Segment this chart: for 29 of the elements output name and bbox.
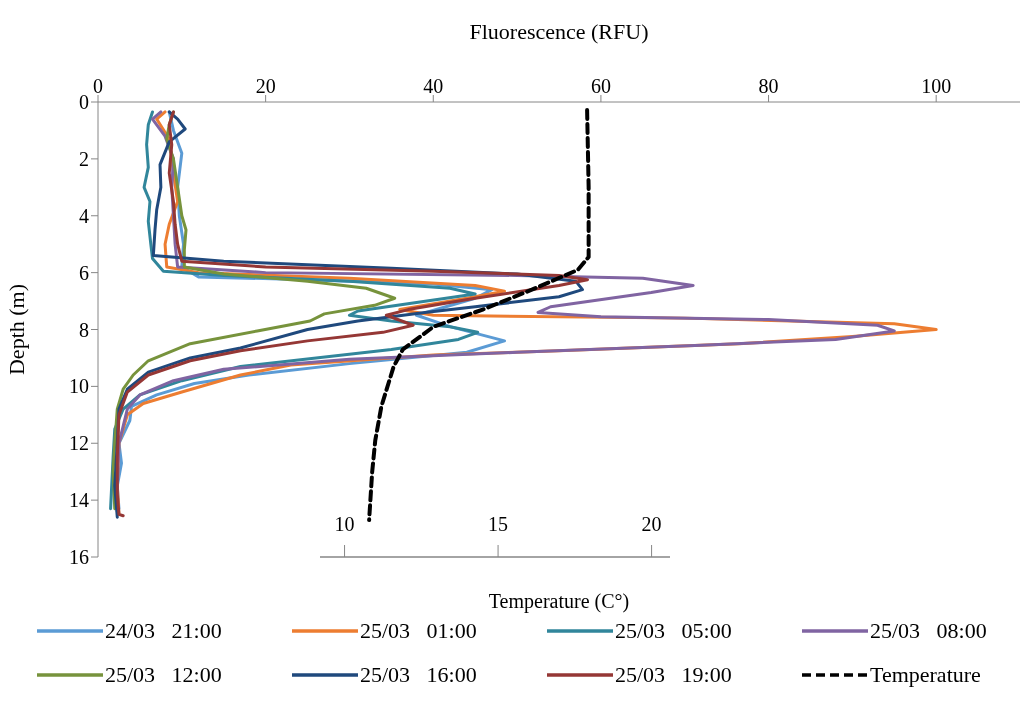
legend-label: 25/03 01:00	[360, 618, 477, 644]
x2-tick-label: 10	[334, 513, 355, 535]
x-tick-label: 60	[590, 75, 611, 97]
legend-label: 25/03 16:00	[360, 662, 477, 688]
legend-label: 25/03 12:00	[105, 662, 222, 688]
legend-label: Temperature	[870, 662, 981, 688]
y-tick-label: 10	[69, 375, 89, 398]
x-tick-label: 20	[255, 75, 276, 97]
x-tick-label: 0	[93, 75, 103, 97]
legend-label: 25/03 08:00	[870, 618, 987, 644]
x-tick-label: 80	[758, 75, 779, 97]
y-tick-label: 0	[79, 91, 89, 114]
x2-tick-label: 20	[641, 513, 662, 535]
y-tick-label: 2	[79, 147, 89, 170]
x2-axis-title: Temperature (C°)	[488, 590, 630, 613]
y-axis-title: Depth (m)	[3, 283, 29, 376]
y-tick-label: 8	[79, 318, 89, 341]
legend-label: 25/03 05:00	[615, 618, 732, 644]
x-axis-title: Fluorescence (RFU)	[469, 18, 649, 44]
y-tick-label: 12	[69, 432, 89, 455]
y-tick-label: 6	[79, 261, 89, 284]
x-tick-label: 40	[423, 75, 444, 97]
legend-label: 25/03 19:00	[615, 662, 732, 688]
x2-tick-label: 15	[488, 513, 509, 535]
x-tick-label: 100	[921, 75, 952, 97]
legend-label: 24/03 21:00	[105, 618, 222, 644]
y-tick-label: 4	[79, 204, 89, 227]
y-tick-label: 14	[69, 489, 89, 512]
y-tick-label: 16	[69, 546, 89, 569]
